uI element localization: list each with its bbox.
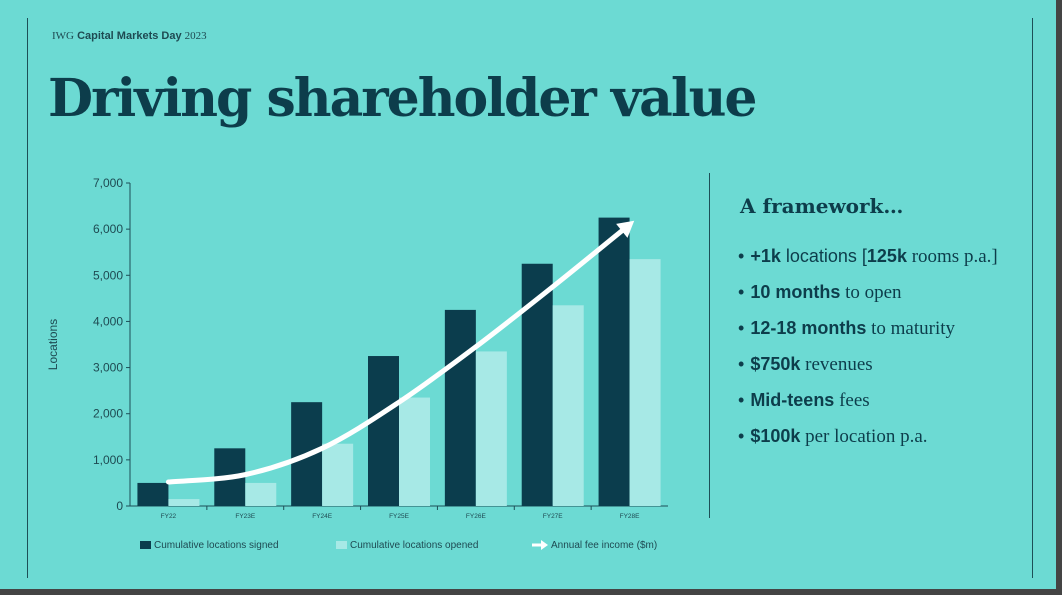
y-tick-label: 3,000 <box>93 361 123 375</box>
framework-title: A framework… <box>740 194 904 218</box>
window-edge-bottom <box>0 589 1062 595</box>
framework-item: • $750k revenues <box>738 354 873 375</box>
event-name: Capital Markets Day <box>77 30 182 42</box>
bar-signed <box>137 482 169 506</box>
x-tick-label: FY24E <box>312 513 333 520</box>
bar-opened <box>629 259 661 506</box>
y-tick-label: 4,000 <box>93 314 123 328</box>
framework-item: • 12-18 months to maturity <box>738 318 956 339</box>
fee-income-line <box>165 222 633 485</box>
y-tick-label: 6,000 <box>93 222 123 236</box>
framework-item: • Mid-teens fees <box>738 390 870 411</box>
legend-swatch <box>336 541 347 550</box>
bar-signed <box>598 217 630 506</box>
window-edge <box>1056 0 1062 595</box>
page-title: Driving shareholder value <box>48 68 757 129</box>
y-axis-label: Locations <box>46 319 60 370</box>
x-tick-label: FY23E <box>235 513 256 520</box>
y-tick-label: 7,000 <box>93 176 123 190</box>
framework-item: • 10 months to open <box>738 282 902 303</box>
bar-signed <box>444 309 476 506</box>
bar-opened <box>475 351 507 506</box>
x-tick-label: FY28E <box>620 513 641 520</box>
brand-name: IWG <box>52 30 74 42</box>
legend-item-signed: Cumulative locations signed <box>140 540 279 551</box>
event-year: 2023 <box>184 30 207 42</box>
y-tick-label: 2,000 <box>93 407 123 421</box>
framework-list: • +1k locations [125k rooms p.a.] • 10 mon… <box>738 244 998 460</box>
y-tick-label: 1,000 <box>93 453 123 467</box>
arrow-icon <box>532 540 548 551</box>
legend-item-fee: Annual fee income ($m) <box>532 540 657 551</box>
bar-opened <box>168 499 200 506</box>
y-tick-label: 5,000 <box>93 268 123 282</box>
legend-item-opened: Cumulative locations opened <box>336 540 478 551</box>
divider <box>709 173 710 518</box>
bar-opened <box>552 305 584 506</box>
bar-opened <box>399 397 430 506</box>
bar-opened <box>245 482 277 506</box>
x-tick-label: FY25E <box>389 513 410 520</box>
framework-item: • $100k per location p.a. <box>738 426 928 447</box>
bar-signed <box>368 356 399 506</box>
x-tick-label: FY27E <box>543 513 564 520</box>
bar-opened <box>322 443 354 506</box>
x-tick-label: FY26E <box>466 513 487 520</box>
frame-line-right <box>1032 18 1033 578</box>
fee-income-arrowhead <box>616 220 635 238</box>
bar-chart: 0 1,000 2,000 3,000 4,000 5,000 6,000 7,000 Loca… <box>46 176 668 520</box>
framework-item: • +1k locations [125k rooms p.a.] <box>738 246 998 267</box>
y-tick-label: 0 <box>116 499 123 513</box>
x-tick-label: FY22 <box>161 513 177 520</box>
frame-line-left <box>27 18 28 578</box>
chart-legend: Cumulative locations signed Cumulative l… <box>140 540 700 554</box>
legend-swatch <box>140 541 151 550</box>
event-header: IWG Capital Markets Day 2023 <box>52 30 207 42</box>
